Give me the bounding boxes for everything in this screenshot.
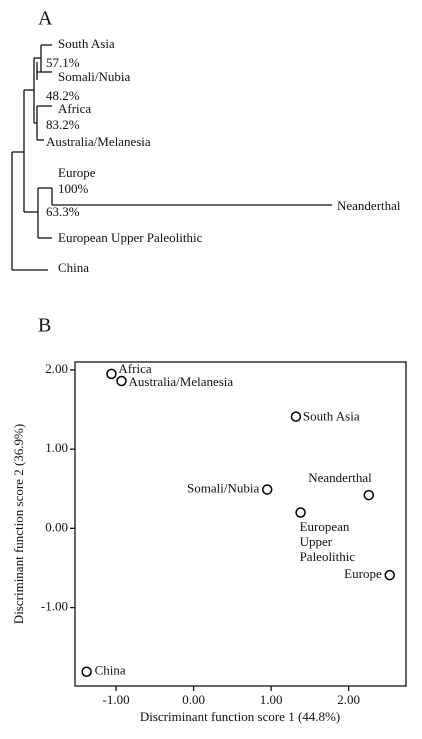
- x-tick-label: 2.00: [337, 692, 360, 707]
- point: [363, 489, 375, 501]
- x-axis-label: Discriminant function score 1 (44.8%): [140, 709, 340, 724]
- leaf-label: Africa: [58, 101, 91, 116]
- panel-label: A: [38, 8, 53, 30]
- point-label: China: [95, 663, 126, 678]
- y-tick-label: 2.00: [45, 361, 68, 376]
- point: [116, 375, 127, 387]
- leaf-label: South Asia: [58, 36, 115, 51]
- y-axis-label: Discriminant function score 2 (36.9%): [11, 424, 26, 624]
- point-label: Neanderthal: [308, 470, 372, 485]
- support-label: 48.2%: [46, 88, 80, 103]
- support-label: 57.1%: [46, 55, 80, 70]
- point: [106, 368, 117, 380]
- y-tick-label: 1.00: [45, 440, 68, 455]
- panel-label: B: [38, 315, 51, 337]
- point-label: Europe: [344, 566, 382, 581]
- x-tick-label: 0.00: [182, 692, 205, 707]
- support-label: 100%: [58, 181, 89, 196]
- leaf-label: Somali/Nubia: [58, 69, 130, 84]
- y-tick-label: 0.00: [45, 519, 68, 534]
- leaf-label: Australia/Melanesia: [46, 134, 151, 149]
- point-label: European Upper Paleolithic: [299, 518, 356, 564]
- y-tick-label: -1.00: [41, 599, 68, 614]
- x-tick-label: 1.00: [260, 692, 283, 707]
- leaf-label: European Upper Paleolithic: [58, 230, 203, 245]
- point-label: Africa: [118, 361, 151, 376]
- point-label: South Asia: [303, 409, 360, 424]
- point: [295, 507, 306, 518]
- point-label: Somali/Nubia: [187, 481, 259, 496]
- point: [290, 411, 302, 422]
- support-label: 83.2%: [46, 117, 80, 132]
- x-tick-label: -1.00: [103, 692, 130, 707]
- point-label: Australia/Melanesia: [129, 374, 234, 389]
- leaf-label: Neanderthal: [337, 198, 401, 213]
- point-label-box: European Upper Paleolithic: [299, 518, 356, 564]
- dendrogram: [11, 44, 332, 271]
- point: [81, 666, 92, 677]
- leaf-label: Europe: [58, 165, 96, 180]
- point: [261, 484, 273, 495]
- plot-frame: [74, 361, 407, 687]
- point: [384, 569, 395, 581]
- support-label: 63.3%: [46, 204, 80, 219]
- leaf-label: China: [58, 260, 89, 275]
